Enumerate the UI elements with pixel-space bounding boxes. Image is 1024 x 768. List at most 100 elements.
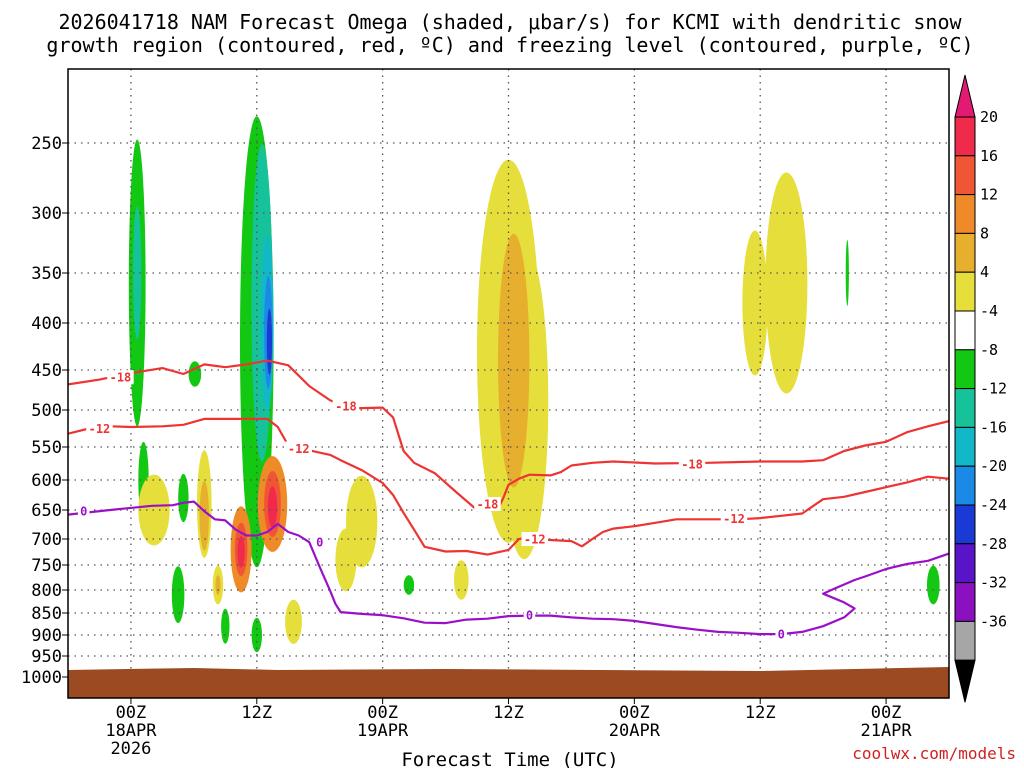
- colorbar-swatch: [954, 271, 976, 312]
- contour-label-bg: [523, 608, 536, 623]
- ground-layer: [68, 667, 949, 698]
- omega-feature: [403, 575, 415, 595]
- chart-title-line-2: growth region (contoured, red, ºC) and f…: [46, 33, 973, 57]
- colorbar-label: -12: [980, 380, 1007, 398]
- contour-label: -18: [681, 458, 703, 472]
- omega-feature: [498, 233, 530, 488]
- colorbar-swatch: [954, 349, 976, 390]
- y-tick-label: 450: [31, 361, 62, 381]
- omega-feature: [164, 70, 175, 404]
- credit-text: coolwx.com/models: [852, 744, 1016, 763]
- y-tick-label: 1000: [21, 668, 62, 688]
- colorbar-label: -32: [980, 574, 1007, 592]
- contour-label-bg: [521, 532, 548, 546]
- colorbar-label: 16: [980, 147, 998, 165]
- contour-label-bg: [332, 399, 360, 413]
- y-axis: 2503003504004505005506006507007508008509…: [21, 134, 68, 688]
- colorbar: 20 16 12 8 4 -4 -8 -12 -16 -20 -24 -28 -32 -36: [954, 74, 1007, 703]
- y-tick-label: 550: [31, 438, 62, 458]
- y-tick-label: 900: [31, 626, 62, 646]
- x-tick-label: 19APR: [357, 721, 409, 741]
- colorbar-swatch: [954, 388, 976, 428]
- x-tick-label: 12Z: [241, 703, 272, 723]
- y-tick-label: 800: [31, 581, 62, 601]
- contour-label: 0: [80, 505, 87, 519]
- contour-label-bg: [285, 441, 312, 456]
- x-tick-label: 12Z: [745, 703, 776, 723]
- colorbar-label: 8: [980, 224, 989, 242]
- contour-label-bg: [86, 421, 113, 436]
- colorbar-label: -36: [980, 612, 1007, 630]
- omega-feature: [237, 536, 245, 568]
- omega-feature: [454, 560, 469, 600]
- colorbar-top-arrow: [954, 74, 976, 118]
- contour-label: 0: [526, 609, 533, 623]
- colorbar-label: -4: [980, 302, 998, 320]
- y-tick-label: 700: [31, 530, 62, 550]
- grid-layer: [68, 69, 949, 698]
- y-tick-label: 500: [31, 401, 62, 421]
- y-tick-label: 850: [31, 604, 62, 624]
- contour-label: -12: [723, 512, 745, 526]
- x-tick-label: 00Z: [367, 703, 398, 723]
- x-tick-label: 21APR: [860, 721, 912, 741]
- omega-feature: [285, 599, 302, 644]
- contour-label-bg: [77, 504, 90, 519]
- omega-feature: [178, 473, 189, 523]
- colorbar-swatch: [954, 620, 976, 661]
- contour-label-bg: [474, 497, 501, 511]
- contour-label: -12: [89, 422, 111, 436]
- x-axis-label: Forecast Time (UTC): [401, 749, 618, 768]
- colorbar-swatch: [954, 543, 976, 584]
- colorbar-label: -24: [980, 496, 1007, 514]
- omega-feature: [335, 528, 357, 592]
- x-tick-label: 18APR: [105, 721, 157, 741]
- y-tick-label: 350: [31, 264, 62, 284]
- contour-label: -12: [524, 533, 546, 547]
- omega-feature: [325, 274, 330, 372]
- colorbar-swatch: [954, 232, 976, 273]
- colorbar-swatch: [954, 310, 976, 351]
- contour-label: -18: [110, 371, 132, 385]
- contour-label-bg: [678, 457, 706, 472]
- contour-label: 0: [316, 536, 323, 550]
- colorbar-label: -20: [980, 457, 1007, 475]
- x-tick-label: 12Z: [493, 703, 524, 723]
- y-tick-label: 300: [31, 204, 62, 224]
- omega-feature: [188, 361, 202, 387]
- colorbar-swatch: [954, 116, 976, 157]
- y-tick-label: 250: [31, 134, 62, 154]
- colorbar-label: 12: [980, 186, 998, 204]
- x-tick-label: 2026: [110, 739, 151, 759]
- omega-feature: [171, 566, 185, 623]
- x-tick-label: 00Z: [619, 703, 650, 723]
- y-tick-label: 600: [31, 471, 62, 491]
- y-tick-label: 650: [31, 501, 62, 521]
- x-tick-label: 00Z: [116, 703, 147, 723]
- colorbar-swatch: [954, 504, 976, 545]
- colorbar-label: -28: [980, 535, 1007, 553]
- colorbar-label: -16: [980, 418, 1007, 436]
- contour-label-bg: [107, 370, 134, 385]
- ground-surface: [68, 667, 949, 698]
- colorbar-swatch: [954, 426, 976, 467]
- dendritic-contour-line: [68, 417, 949, 556]
- y-tick-label: 950: [31, 647, 62, 667]
- contour-label: 0: [778, 628, 785, 642]
- omega-feature: [267, 486, 278, 528]
- omega-feature: [742, 230, 768, 376]
- chart-title-line-1: 2026041718 NAM Forecast Omega (shaded, μ…: [58, 10, 962, 34]
- contour-label: -18: [335, 400, 357, 414]
- y-tick-label: 750: [31, 556, 62, 576]
- contour-label-bg: [775, 627, 787, 642]
- omega-feature: [765, 172, 808, 394]
- freezing-level-line: [68, 500, 949, 636]
- omega-feature: [927, 565, 940, 605]
- x-tick-label: 00Z: [871, 703, 902, 723]
- x-tick-label: 20APR: [609, 721, 661, 741]
- colorbar-label: 20: [980, 108, 998, 126]
- colorbar-label: 4: [980, 263, 989, 281]
- contour-label: -18: [477, 498, 499, 512]
